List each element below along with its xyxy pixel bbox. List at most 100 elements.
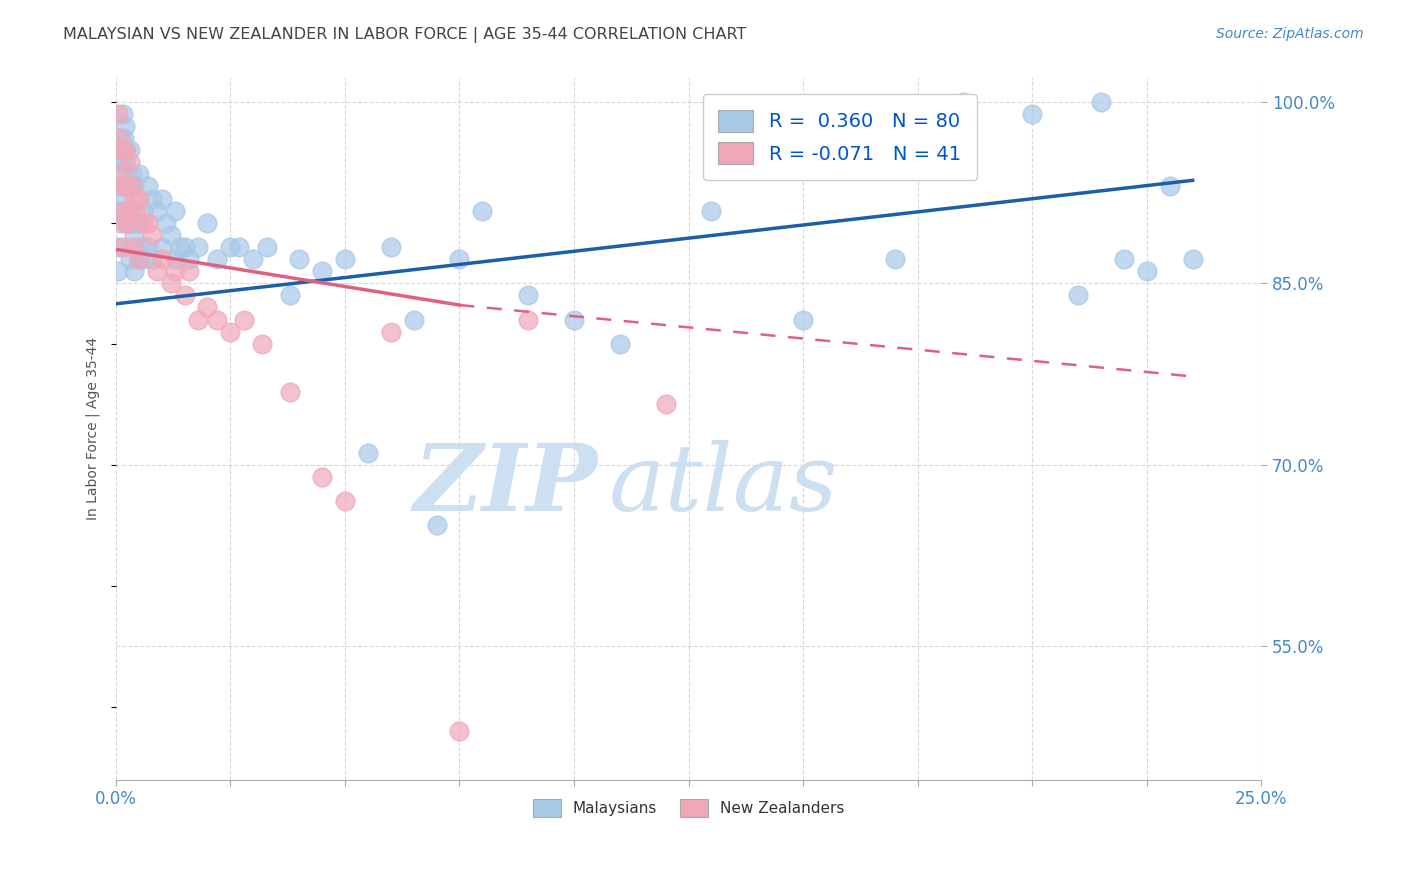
Point xyxy=(112,131,135,145)
Point xyxy=(165,264,187,278)
Point xyxy=(402,312,425,326)
Point xyxy=(110,143,132,157)
Point xyxy=(205,312,228,326)
Point xyxy=(114,155,136,169)
Point xyxy=(122,227,145,242)
Point xyxy=(173,240,195,254)
Point xyxy=(121,216,143,230)
Point xyxy=(380,240,402,254)
Point xyxy=(110,216,132,230)
Point xyxy=(256,240,278,254)
Point xyxy=(333,494,356,508)
Point xyxy=(122,264,145,278)
Point xyxy=(128,252,150,266)
Point xyxy=(155,216,177,230)
Point xyxy=(112,179,135,194)
Point xyxy=(118,252,141,266)
Point xyxy=(1112,252,1135,266)
Point xyxy=(128,167,150,181)
Point xyxy=(110,155,132,169)
Point xyxy=(115,216,138,230)
Point xyxy=(129,240,152,254)
Point xyxy=(1067,288,1090,302)
Point xyxy=(136,240,159,254)
Point xyxy=(449,252,471,266)
Point xyxy=(177,264,200,278)
Point xyxy=(173,288,195,302)
Point xyxy=(112,203,135,218)
Point xyxy=(146,264,169,278)
Point xyxy=(425,518,447,533)
Point xyxy=(118,203,141,218)
Point xyxy=(233,312,256,326)
Y-axis label: In Labor Force | Age 35-44: In Labor Force | Age 35-44 xyxy=(86,337,100,520)
Point xyxy=(219,325,242,339)
Point xyxy=(205,252,228,266)
Point xyxy=(242,252,264,266)
Point xyxy=(128,192,150,206)
Point xyxy=(128,216,150,230)
Point xyxy=(228,240,250,254)
Point xyxy=(107,240,129,254)
Point xyxy=(121,167,143,181)
Point xyxy=(115,143,138,157)
Point xyxy=(111,240,134,254)
Point xyxy=(883,252,905,266)
Point xyxy=(311,470,333,484)
Point xyxy=(115,167,138,181)
Point xyxy=(278,385,301,400)
Point xyxy=(121,179,143,194)
Point xyxy=(357,446,380,460)
Point xyxy=(111,179,134,194)
Text: atlas: atlas xyxy=(609,440,838,530)
Point xyxy=(125,203,148,218)
Point xyxy=(115,179,138,194)
Point xyxy=(952,95,974,109)
Point xyxy=(110,131,132,145)
Point xyxy=(609,336,631,351)
Point xyxy=(136,179,159,194)
Point xyxy=(177,252,200,266)
Point xyxy=(187,240,209,254)
Point xyxy=(165,203,187,218)
Point xyxy=(132,203,155,218)
Point xyxy=(108,131,131,145)
Point xyxy=(122,192,145,206)
Point xyxy=(107,264,129,278)
Point xyxy=(700,203,723,218)
Point xyxy=(111,143,134,157)
Text: MALAYSIAN VS NEW ZEALANDER IN LABOR FORCE | AGE 35-44 CORRELATION CHART: MALAYSIAN VS NEW ZEALANDER IN LABOR FORC… xyxy=(63,27,747,43)
Point xyxy=(118,216,141,230)
Point xyxy=(118,143,141,157)
Point xyxy=(288,252,311,266)
Point xyxy=(146,203,169,218)
Point xyxy=(122,240,145,254)
Point xyxy=(517,312,540,326)
Point xyxy=(380,325,402,339)
Point xyxy=(125,216,148,230)
Point xyxy=(333,252,356,266)
Point xyxy=(792,312,814,326)
Point xyxy=(278,288,301,302)
Point xyxy=(449,724,471,739)
Point xyxy=(132,216,155,230)
Point xyxy=(219,240,242,254)
Point xyxy=(111,107,134,121)
Text: ZIP: ZIP xyxy=(413,440,598,530)
Point xyxy=(159,227,181,242)
Point xyxy=(114,216,136,230)
Point xyxy=(165,252,187,266)
Point xyxy=(122,179,145,194)
Point xyxy=(311,264,333,278)
Point xyxy=(108,203,131,218)
Point xyxy=(118,155,141,169)
Legend: Malaysians, New Zealanders: Malaysians, New Zealanders xyxy=(526,792,852,824)
Point xyxy=(114,119,136,133)
Point xyxy=(1181,252,1204,266)
Point xyxy=(114,203,136,218)
Point xyxy=(1136,264,1159,278)
Text: Source: ZipAtlas.com: Source: ZipAtlas.com xyxy=(1216,27,1364,41)
Point xyxy=(187,312,209,326)
Point xyxy=(252,336,274,351)
Point xyxy=(517,288,540,302)
